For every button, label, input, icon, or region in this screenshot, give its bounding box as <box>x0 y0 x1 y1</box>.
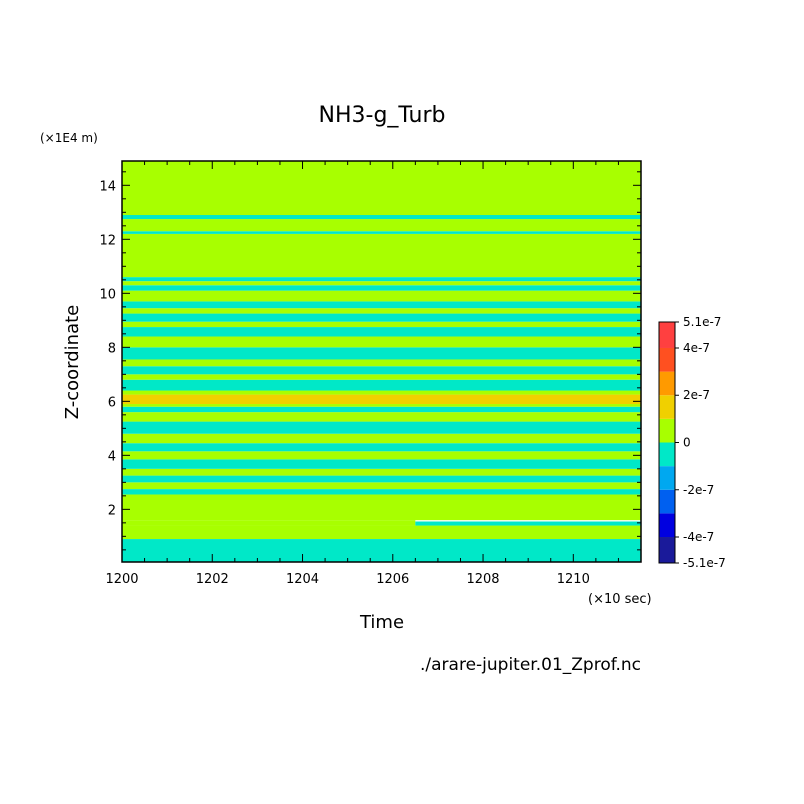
x-unit-label: (×10 sec) <box>588 592 652 607</box>
contour-band <box>122 539 641 562</box>
axes: 1200 1202 1204 1206 1208 1210 2 4 6 8 10 12 14 <box>99 160 642 587</box>
contour-band <box>122 406 641 413</box>
x-tick-label: 1200 <box>105 572 138 587</box>
contour-band <box>122 443 641 452</box>
contour-band <box>122 379 641 391</box>
source-file-label: ./arare-jupiter.01_Zprof.nc <box>420 655 641 675</box>
colorbar: 5.1e-7 4e-7 2e-7 0 -2e-7 -4e-7 -5.1e-7 <box>658 315 726 570</box>
y-tick-label: 2 <box>108 503 116 518</box>
contour-band <box>122 219 641 232</box>
colorbar-segment <box>659 371 675 396</box>
colorbar-segment <box>659 466 675 490</box>
x-tick-label: 1208 <box>466 572 499 587</box>
contour-band <box>122 475 641 483</box>
y-tick-label: 8 <box>108 341 116 356</box>
contour-band <box>122 494 641 521</box>
plot-frame <box>121 160 642 563</box>
contour-band <box>122 301 641 309</box>
contour-band <box>122 404 641 407</box>
colorbar-segment <box>659 418 675 443</box>
contour-band <box>122 327 641 337</box>
contour-band <box>122 482 641 490</box>
colorbar-segment <box>659 395 675 419</box>
colorbar-tick-label: 2e-7 <box>683 388 710 402</box>
colorbar-tick-label: 0 <box>683 436 691 450</box>
contour-bands <box>122 161 641 562</box>
colorbar-segment <box>659 513 675 538</box>
contour-band <box>122 321 641 328</box>
y-axis-label: Z-coordinate <box>62 305 83 420</box>
y-unit-label: (×1E4 m) <box>40 131 98 145</box>
colorbar-tick-label: 4e-7 <box>683 341 710 355</box>
colorbar-tick-label: -2e-7 <box>683 483 714 497</box>
contour-band <box>122 285 641 291</box>
contour-band <box>122 366 641 375</box>
contour-band <box>122 520 416 526</box>
y-tick-label: 10 <box>99 287 116 302</box>
contour-band <box>122 161 641 216</box>
contour-band <box>122 468 641 476</box>
colorbar-segment <box>659 322 675 348</box>
y-tick-label: 14 <box>99 179 116 194</box>
contour-band <box>122 433 641 444</box>
colorbar-tick-label: -5.1e-7 <box>683 556 726 570</box>
contour-band <box>122 308 641 314</box>
colorbar-tick-label: -4e-7 <box>683 530 714 544</box>
contour-band <box>122 394 641 405</box>
contour-band <box>122 347 641 360</box>
y-tick-label: 6 <box>108 395 116 410</box>
x-tick-label: 1210 <box>557 572 590 587</box>
x-axis-label: Time <box>359 612 404 633</box>
contour-band <box>122 290 641 302</box>
x-tick-label: 1206 <box>376 572 409 587</box>
colorbar-segment <box>659 347 675 372</box>
contour-band <box>122 215 641 220</box>
contour-band <box>122 525 641 540</box>
contour-band <box>122 459 641 469</box>
contour-band <box>122 359 641 367</box>
contour-band <box>122 390 641 395</box>
y-tick-label: 12 <box>99 233 116 248</box>
chart-title: NH3-g_Turb <box>319 103 446 128</box>
contour-band <box>122 336 641 348</box>
contour-band <box>122 277 641 282</box>
contour-band <box>122 489 641 495</box>
colorbar-segment <box>659 442 675 467</box>
y-tick-label: 4 <box>108 449 116 464</box>
x-tick-label: 1204 <box>286 572 319 587</box>
contour-band <box>122 421 641 434</box>
contour-band <box>122 231 641 234</box>
contour-band <box>122 313 641 322</box>
contour-band <box>415 521 641 526</box>
contour-band <box>122 281 641 286</box>
contour-band <box>122 451 641 460</box>
colorbar-tick-label: 5.1e-7 <box>683 315 721 329</box>
contour-band <box>122 374 641 380</box>
colorbar-segment <box>659 489 675 514</box>
x-tick-label: 1202 <box>196 572 229 587</box>
colorbar-segment <box>659 537 675 563</box>
contour-band <box>122 233 641 278</box>
contour-band <box>122 412 641 422</box>
